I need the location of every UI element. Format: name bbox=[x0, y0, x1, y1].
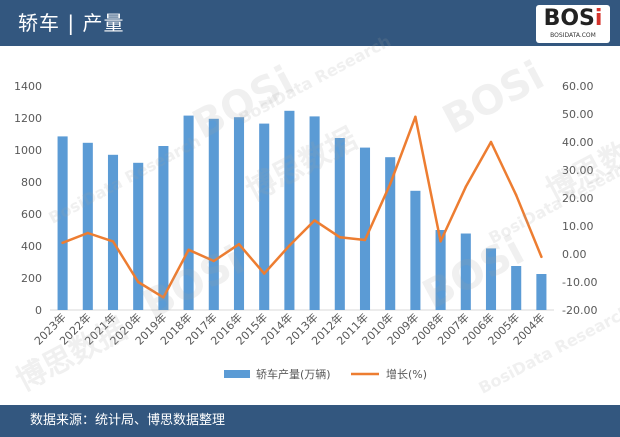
bar bbox=[82, 142, 93, 310]
growth-point bbox=[212, 259, 215, 263]
bar bbox=[485, 248, 497, 310]
y-right-tick-label: 60.00 bbox=[562, 80, 594, 93]
growth-point bbox=[86, 231, 90, 235]
bar bbox=[208, 118, 219, 310]
bar bbox=[284, 110, 295, 310]
bar bbox=[460, 233, 471, 310]
bar bbox=[359, 147, 371, 310]
growth-point bbox=[61, 241, 64, 244]
growth-point bbox=[137, 280, 140, 284]
logo-mark: BOS bbox=[543, 6, 595, 31]
bar bbox=[259, 123, 270, 310]
growth-point bbox=[263, 272, 266, 275]
growth-point bbox=[464, 185, 467, 188]
bar bbox=[158, 146, 169, 310]
bar bbox=[536, 274, 547, 310]
title-bar: 轿车 | 产量 BOSi BOSIDATA.COM bbox=[0, 0, 620, 46]
bar bbox=[385, 157, 396, 310]
growth-point bbox=[162, 296, 165, 299]
growth-point bbox=[111, 240, 115, 243]
logo-mark-accent: i bbox=[594, 6, 603, 31]
growth-point bbox=[389, 182, 392, 186]
source-bar: 数据来源：统计局、博思数据整理 bbox=[0, 405, 620, 437]
legend-line-label: 增长(%) bbox=[386, 367, 427, 381]
bar bbox=[410, 190, 421, 310]
page-title: 轿车 | 产量 bbox=[18, 11, 125, 35]
growth-point bbox=[515, 194, 518, 197]
y-left-tick-label: 1200 bbox=[14, 112, 42, 125]
y-right-tick-label: 30.00 bbox=[562, 164, 594, 177]
production-chart: 0 200 400 600 800 1000 1200 1400 -20.00 -10.00 0.0… bbox=[14, 80, 597, 381]
legend-bar-label: 轿车产量(万辆) bbox=[256, 367, 331, 381]
bar bbox=[183, 115, 194, 310]
bar bbox=[334, 138, 345, 310]
growth-point bbox=[489, 140, 493, 144]
bar bbox=[57, 136, 68, 310]
growth-point bbox=[187, 248, 190, 251]
logo-sub-text: BOSIDATA.COM bbox=[550, 32, 596, 39]
y-left-tick-label: 1000 bbox=[14, 144, 42, 157]
growth-point bbox=[288, 244, 291, 247]
legend-bar-swatch bbox=[224, 370, 250, 378]
data-source-text: 数据来源：统计局、博思数据整理 bbox=[30, 413, 226, 428]
y-left-tick-label: 600 bbox=[21, 208, 42, 221]
y-left-tick-label: 400 bbox=[21, 240, 42, 253]
y-right-tick-label: 10.00 bbox=[562, 220, 594, 233]
bosi-logo: BOSi BOSIDATA.COM bbox=[536, 5, 610, 43]
growth-point bbox=[338, 236, 341, 239]
y-left-tick-label: 0 bbox=[35, 304, 42, 317]
bar bbox=[435, 230, 446, 310]
y-right-tick-label: 20.00 bbox=[562, 192, 594, 205]
bar bbox=[107, 154, 119, 310]
y-right-tick-label: 0.00 bbox=[562, 248, 587, 261]
bar bbox=[511, 266, 522, 310]
growth-point bbox=[439, 240, 442, 243]
growth-line bbox=[61, 115, 543, 299]
growth-point bbox=[363, 238, 367, 242]
chart-area: 0 200 400 600 800 1000 1200 1400 -20.00 -10.00 0.0… bbox=[6, 52, 614, 402]
y-right-tick-label: 50.00 bbox=[562, 108, 594, 121]
growth-point bbox=[313, 219, 316, 222]
bar bbox=[133, 162, 144, 310]
bar bbox=[233, 117, 245, 310]
growth-point bbox=[237, 243, 241, 246]
y-right-tick-label: 40.00 bbox=[562, 136, 594, 149]
logo-main-text: BOSi bbox=[536, 7, 610, 31]
growth-point bbox=[414, 115, 417, 118]
growth-point bbox=[540, 255, 543, 258]
y-right-tick-label: -10.00 bbox=[562, 276, 597, 289]
y-right-tick-label: -20.00 bbox=[562, 304, 597, 317]
y-left-tick-label: 800 bbox=[21, 176, 42, 189]
bar bbox=[309, 116, 320, 311]
y-left-tick-label: 200 bbox=[21, 272, 42, 285]
y-left-tick-label: 1400 bbox=[14, 80, 42, 93]
